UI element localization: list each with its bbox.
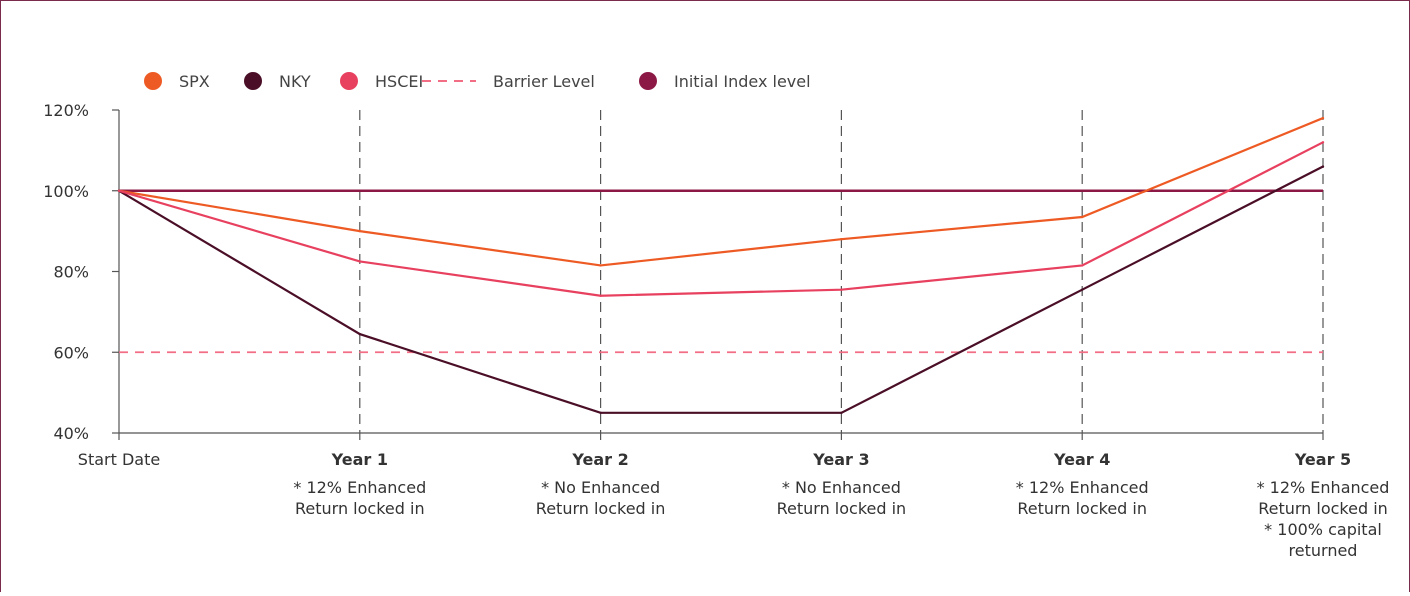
data-point-spx	[840, 238, 843, 241]
legend-label-spx: SPX	[179, 72, 210, 91]
legend-label-nky: NKY	[279, 72, 311, 91]
y-tick-label: 80%	[53, 263, 89, 282]
legend-marker-nky	[244, 72, 262, 90]
data-point-spx	[1081, 215, 1084, 219]
x-tick-label-year-2: Year 2	[571, 450, 628, 469]
data-point-nky	[840, 411, 843, 415]
legend-label-initial-index-level: Initial Index level	[674, 72, 811, 91]
x-tick-label-year-1: Year 1	[331, 450, 388, 469]
legend-marker-spx	[144, 72, 162, 90]
legend-label-barrier-level: Barrier Level	[493, 72, 595, 91]
x-tick-note: * No Enhanced	[541, 478, 660, 497]
data-point-hscei	[599, 294, 602, 297]
x-tick-note: Return locked in	[536, 499, 666, 518]
x-tick-note: Return locked in	[777, 499, 907, 518]
y-tick-label: 60%	[53, 343, 89, 362]
series-line-spx	[118, 117, 1324, 267]
x-tick-label-year-5: Year 5	[1294, 450, 1351, 469]
x-tick-note: returned	[1289, 541, 1358, 560]
legend-marker-initial-index-level	[639, 72, 657, 90]
data-point-spx	[599, 264, 602, 267]
x-tick-label-year-3: Year 3	[812, 450, 869, 469]
x-tick-note: Return locked in	[295, 499, 425, 518]
y-tick-label: 100%	[43, 182, 89, 201]
data-point-hscei	[358, 260, 361, 263]
x-tick-note: * No Enhanced	[782, 478, 901, 497]
data-point-hscei	[840, 288, 843, 291]
x-tick-note: Return locked in	[1258, 499, 1388, 518]
x-tick-note: * 12% Enhanced	[293, 478, 426, 497]
x-tick-note: Return locked in	[1017, 499, 1147, 518]
chart-grid	[359, 110, 1324, 433]
data-point-spx	[358, 229, 361, 233]
y-tick-label: 120%	[43, 101, 89, 120]
series-line-hscei	[118, 141, 1324, 297]
legend-marker-hscei	[340, 72, 358, 90]
data-point-hscei	[1321, 141, 1325, 144]
data-point-nky	[1321, 165, 1325, 168]
chart-series	[117, 116, 1325, 415]
data-point-nky	[599, 411, 602, 415]
data-point-spx	[1321, 116, 1325, 120]
x-tick-label-year-4: Year 4	[1053, 450, 1110, 469]
y-tick-label: 40%	[53, 424, 89, 443]
legend-label-hscei: HSCEI	[375, 72, 423, 91]
series-line-nky	[118, 165, 1324, 414]
data-point-hscei	[1081, 264, 1084, 267]
x-tick-note: * 100% capital	[1264, 520, 1382, 539]
chart-axes: 40% 60% 80% 100% 120% Start Date Year 1 * 12% E…	[43, 101, 1389, 560]
data-point-nky	[1081, 288, 1084, 291]
x-tick-note: * 12% Enhanced	[1257, 478, 1390, 497]
x-tick-note: * 12% Enhanced	[1016, 478, 1149, 497]
data-point-hscei	[117, 189, 121, 192]
chart-legend: SPX NKY HSCEI Barrier Level Initial Index le…	[144, 72, 811, 91]
x-tick-label-start-date: Start Date	[78, 450, 160, 469]
data-point-nky	[358, 332, 361, 336]
